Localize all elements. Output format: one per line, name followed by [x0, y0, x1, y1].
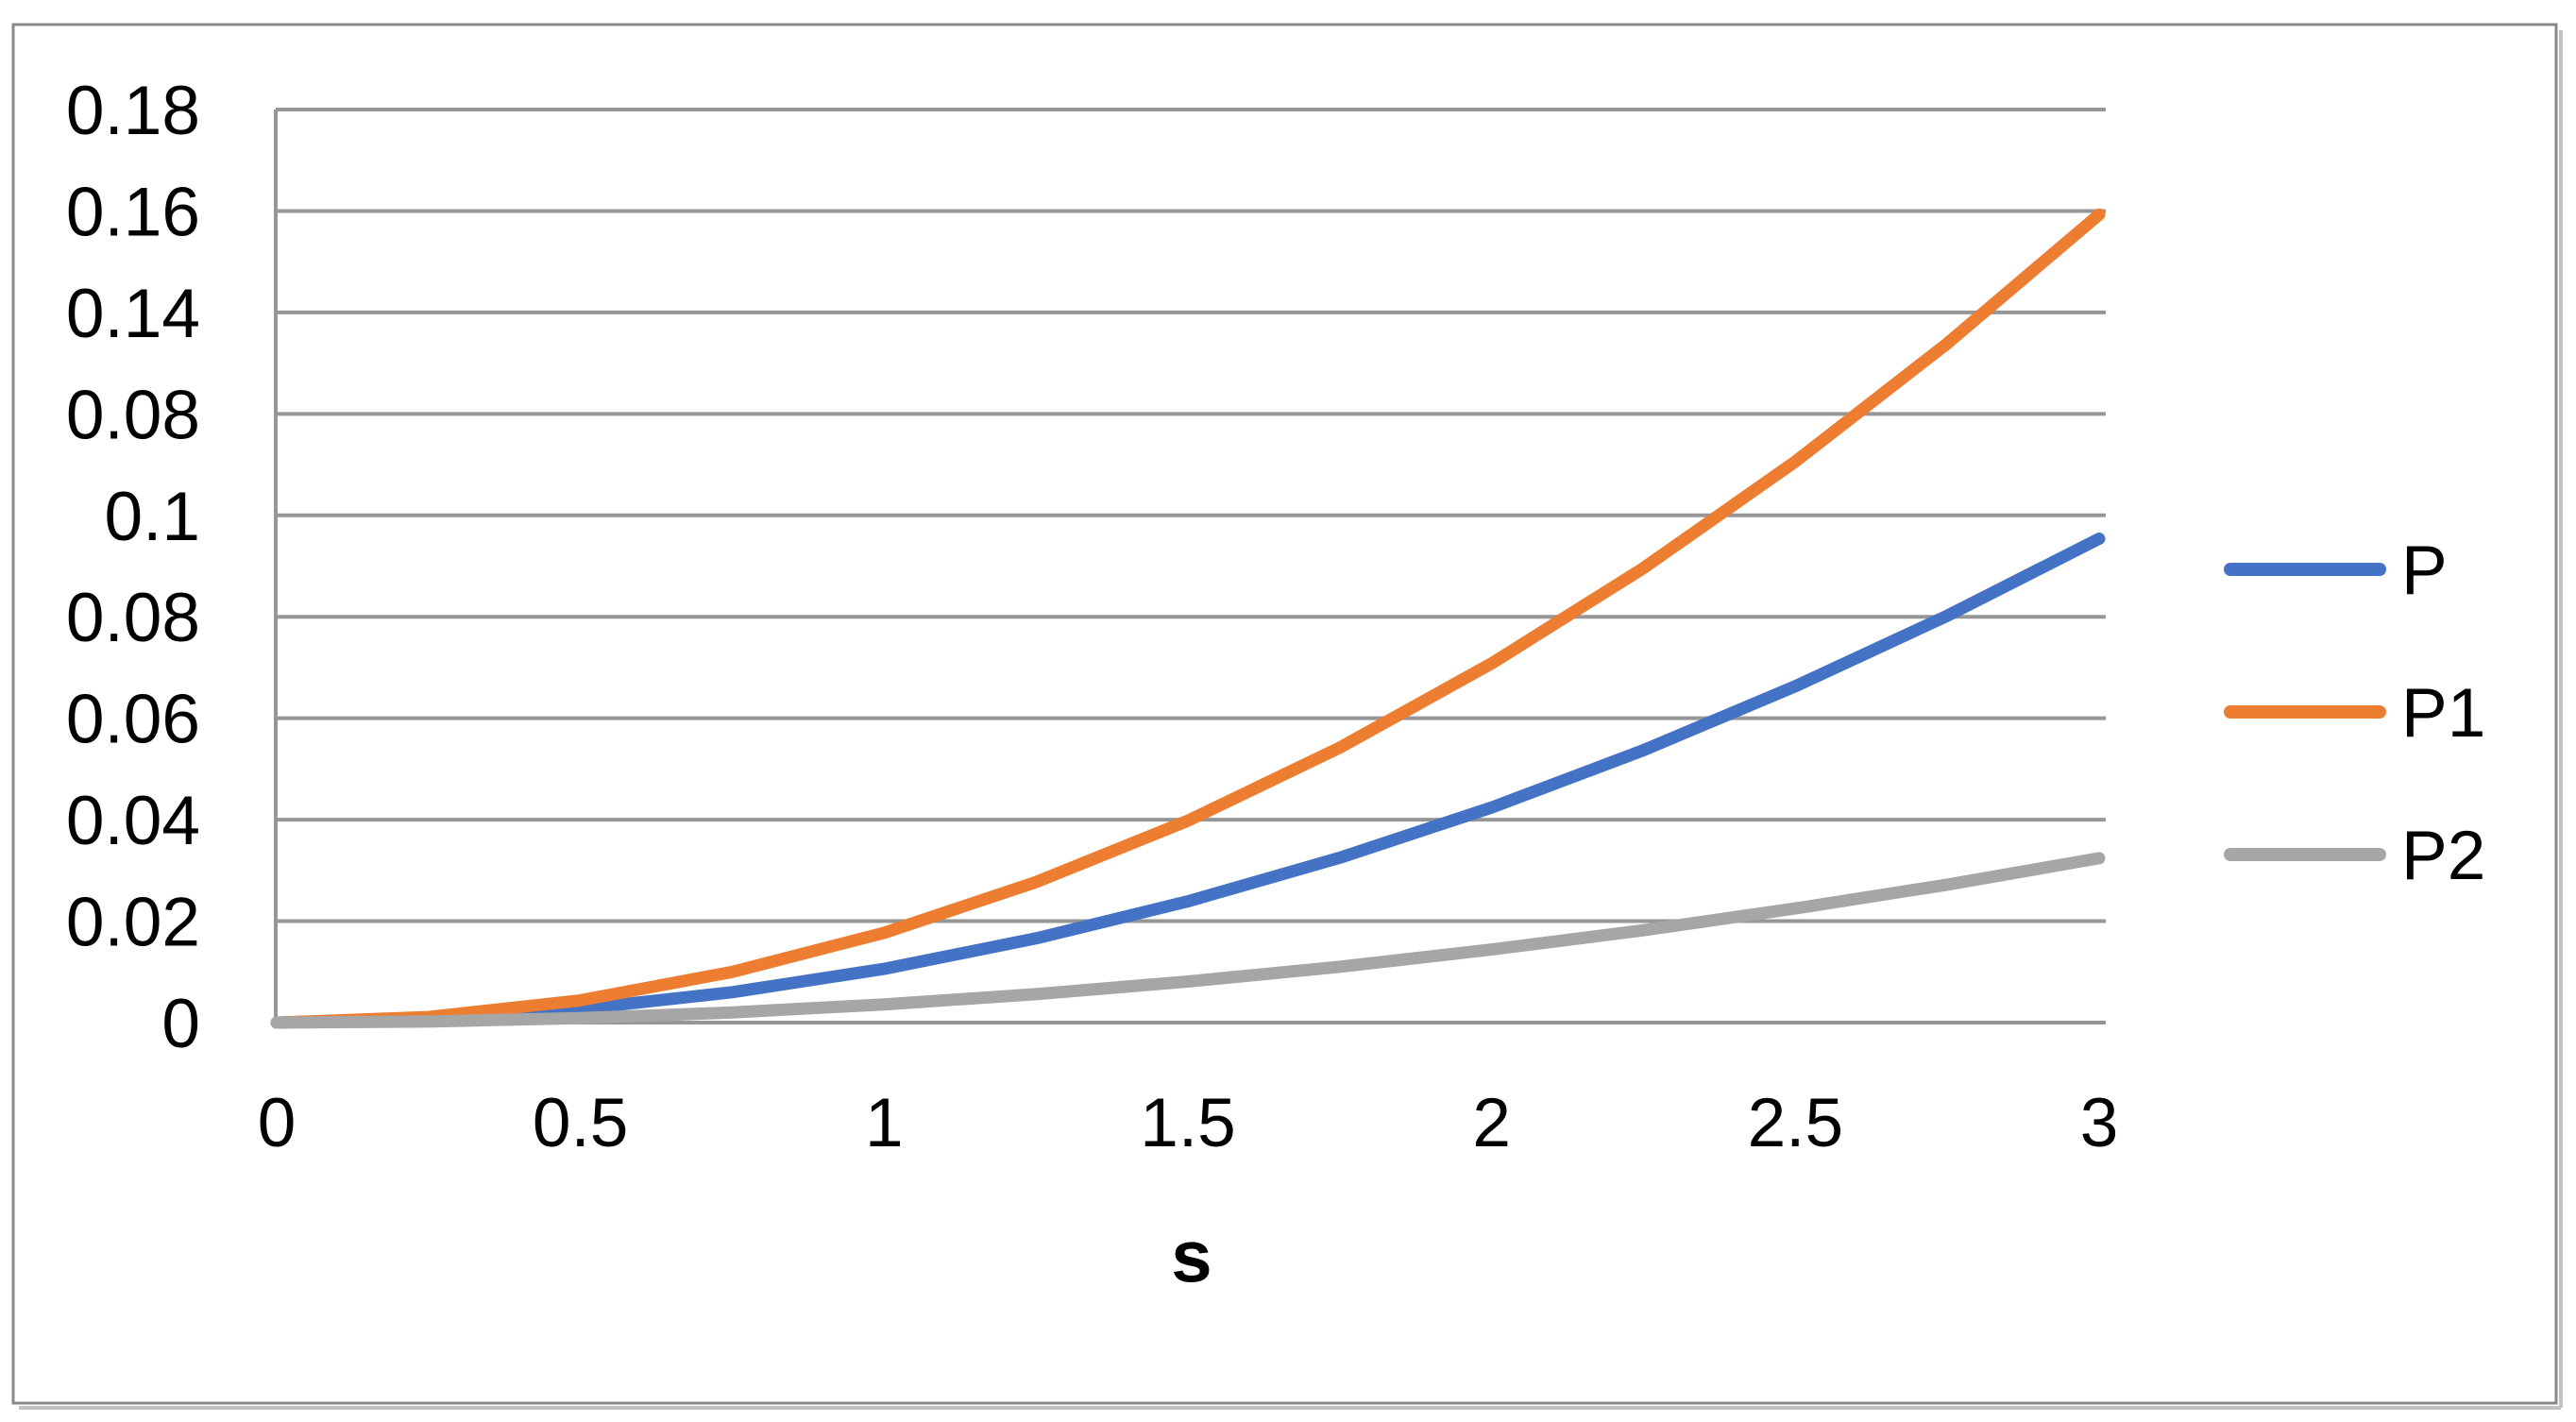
y-tick-label: 0.08: [66, 580, 200, 656]
x-axis-title: s: [1171, 1214, 1212, 1297]
x-tick-label: 0: [258, 1085, 297, 1161]
legend-item-P: P: [2224, 533, 2448, 609]
series-line-P1: [270, 208, 2106, 1029]
y-tick-label: 0.06: [66, 682, 200, 758]
legend-label-P1: P1: [2401, 675, 2485, 752]
legend-swatch-P1: [2224, 705, 2386, 719]
x-tick-label: 2: [1472, 1085, 1511, 1161]
x-axis-labels: 0 0.5 1 1.5 2 2.5 3: [258, 1085, 2119, 1161]
x-tick-label: 0.5: [533, 1085, 628, 1161]
y-tick-label: 0.1: [105, 479, 200, 555]
chart-frame-border: [11, 23, 2558, 1405]
series-line-P2: [270, 852, 2106, 1029]
y-tick-label: 0.16: [66, 174, 200, 250]
legend-swatch-P: [2224, 563, 2386, 576]
x-tick-label: 1: [865, 1085, 904, 1161]
x-tick-label: 1.5: [1140, 1085, 1235, 1161]
y-tick-label: 0.18: [66, 73, 200, 149]
legend: P P1 P2: [2224, 533, 2485, 894]
x-tick-label: 3: [2080, 1085, 2119, 1161]
y-axis-labels: 0 0.02 0.04 0.06 0.08 0.1 0.08 0.14 0.16 0.18: [66, 73, 200, 1062]
y-tick-label: 0.14: [66, 276, 200, 352]
y-tick-label: 0.02: [66, 885, 200, 961]
y-tick-label: 0: [161, 986, 200, 1062]
legend-label-P2: P2: [2401, 818, 2485, 894]
series-lines: [270, 208, 2106, 1029]
legend-swatch-P2: [2224, 848, 2386, 861]
y-tick-label: 0.04: [66, 783, 200, 859]
x-tick-label: 2.5: [1748, 1085, 1843, 1161]
legend-label-P: P: [2401, 533, 2448, 609]
series-line-P: [270, 533, 2106, 1029]
legend-item-P2: P2: [2224, 818, 2485, 894]
legend-item-P1: P1: [2224, 675, 2485, 752]
y-tick-label: 0.08: [66, 377, 200, 453]
